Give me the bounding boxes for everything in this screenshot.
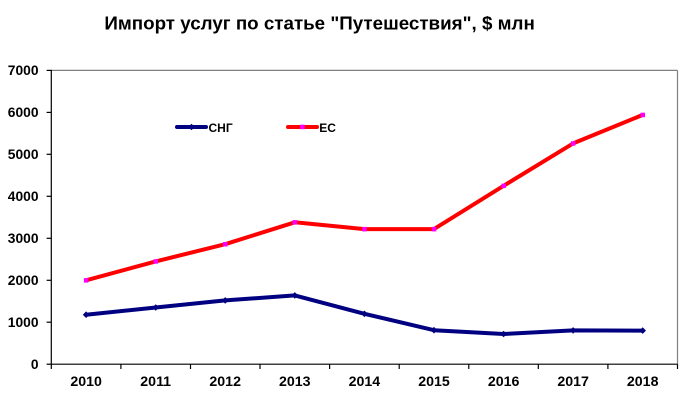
svg-text:3000: 3000	[8, 231, 39, 246]
svg-text:2012: 2012	[209, 374, 241, 390]
svg-text:2011: 2011	[140, 374, 171, 390]
svg-text:0: 0	[31, 357, 39, 372]
svg-text:2015: 2015	[418, 374, 450, 390]
svg-text:2017: 2017	[557, 374, 589, 390]
svg-text:5000: 5000	[8, 147, 39, 162]
svg-text:СНГ: СНГ	[209, 121, 233, 135]
svg-text:6000: 6000	[8, 105, 39, 120]
svg-text:1000: 1000	[8, 315, 39, 330]
svg-text:4000: 4000	[8, 189, 39, 204]
svg-text:2010: 2010	[70, 374, 102, 390]
svg-text:2000: 2000	[8, 273, 39, 288]
svg-text:7000: 7000	[8, 63, 39, 78]
svg-text:Импорт услуг по статье "Путеше: Импорт услуг по статье "Путешествия", $ …	[104, 13, 534, 34]
svg-text:2014: 2014	[349, 374, 381, 390]
svg-text:2013: 2013	[279, 374, 311, 390]
svg-text:2016: 2016	[488, 374, 520, 390]
svg-text:ЕС: ЕС	[319, 121, 336, 135]
svg-text:2018: 2018	[627, 374, 659, 390]
